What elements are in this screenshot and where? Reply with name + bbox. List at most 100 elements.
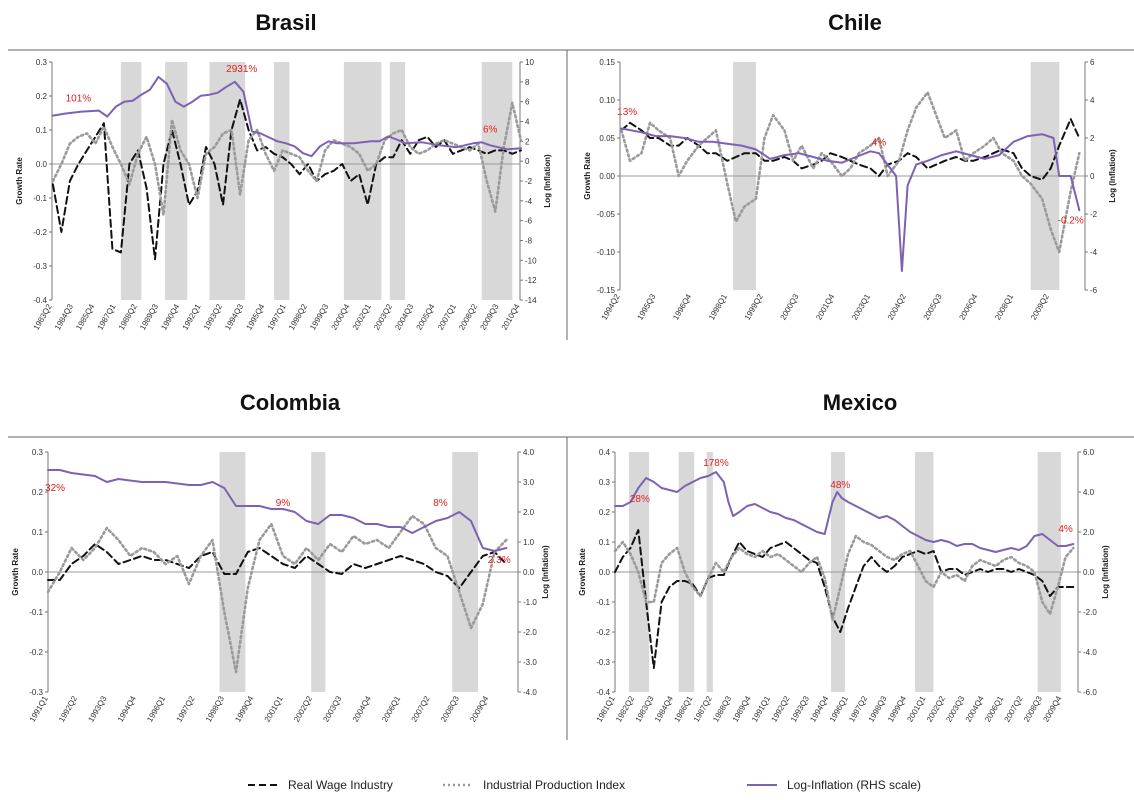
left-axis-tick-label: 0.0 [599,568,611,577]
right-axis-tick-label: 4 [1090,96,1095,105]
inflation-annotation: 101% [66,94,92,105]
right-axis-tick-label: 0.0 [1083,568,1095,577]
x-axis-tick-label: 1997Q2 [175,694,197,724]
right-axis-tick-label: -4.0 [523,688,537,697]
series-line-ipi [620,91,1081,254]
x-axis-tick-label: 1999Q2 [743,292,765,322]
x-axis-tick-label: 1992Q1 [181,302,203,332]
inflation-annotation: 4% [1058,524,1073,535]
left-axis-tick-label: -0.10 [597,248,616,257]
right-axis-tick-label: 4.0 [523,448,535,457]
inflation-annotation: -0.2% [1058,216,1084,227]
left-axis-tick-label: -0.4 [33,296,47,305]
x-axis-tick-label: 1994Q3 [223,302,245,332]
x-axis-tick-label: 1983Q2 [32,302,54,332]
x-axis-tick-label: 2003Q3 [321,694,343,724]
left-axis-tick-label: 0.4 [599,448,611,457]
left-axis-tick-label: 0.2 [36,92,48,101]
x-axis-tick-label: 1990Q4 [159,302,181,332]
right-axis-tick-label: 6 [525,98,530,107]
left-axis-tick-label: 0.3 [32,448,44,457]
inflation-annotation: 2.3% [488,555,511,566]
x-axis-tick-label: 1988Q2 [117,302,139,332]
right-axis-tick-label: 0 [1090,172,1095,181]
x-axis-tick-label: 1995Q4 [244,302,266,332]
recession-band [343,62,382,300]
x-axis-tick-label: 2005Q4 [415,302,437,332]
right-axis-tick-label: 8 [525,78,530,87]
x-axis-tick-label: 2009Q3 [478,302,500,332]
x-axis-tick-label: 1985Q4 [74,302,96,332]
left-axis-tick-label: -0.3 [29,688,43,697]
left-axis-tick-label: -0.1 [596,598,610,607]
x-axis-tick-label: 1998Q2 [287,302,309,332]
right-axis-tick-label: -2 [1090,210,1098,219]
x-axis-tick-label: 2008Q1 [993,292,1015,322]
recession-band [209,62,246,300]
x-axis-tick-label: 2010Q4 [500,302,522,332]
right-axis-tick-label: -6.0 [1083,688,1097,697]
x-axis-tick-label: 1996Q4 [671,292,693,322]
right-axis-tick-label: -6 [525,217,533,226]
right-axis-tick-label: -1.0 [523,598,537,607]
left-axis-tick-label: 0.15 [599,58,615,67]
left-axis-tick-label: 0.2 [599,508,611,517]
left-axis-title: Growth Rate [15,157,24,205]
x-axis-tick-label: 2004Q2 [886,292,908,322]
chart-title: Chile [828,10,882,35]
x-axis-tick-label: 2000Q4 [330,302,352,332]
x-axis-tick-label: 2003Q2 [372,302,394,332]
inflation-annotation: 32% [45,483,65,494]
series-line-infl [51,75,522,158]
chart-panel-brasil: Brasil -0.4 -0.3 -0.2 -0.1 0.0 0.1 0.2 0.3 -14 -12… [15,10,552,332]
inflation-annotation: 28% [630,494,650,505]
left-axis-tick-label: -0.3 [33,262,47,271]
x-axis-tick-label: 2008Q3 [439,694,461,724]
x-axis-tick-label: 1993Q3 [86,694,108,724]
x-axis-tick-label: 2007Q2 [410,694,432,724]
inflation-annotation: 2931% [226,64,257,75]
series-line-wage [614,529,1075,669]
right-axis-tick-label: 4 [525,118,530,127]
left-axis-tick-label: -0.1 [29,608,43,617]
chart-legend: Real Wage Industry Industrial Production … [248,778,921,792]
right-axis-tick-label: -4.0 [1083,648,1097,657]
recession-band [389,62,406,300]
right-axis-tick-label: 0.0 [523,568,535,577]
chart-panel-mexico: Mexico -0.4 -0.3 -0.2 -0.1 0.0 0.1 0.2 0.3 0.4 -6.… [578,390,1110,724]
left-axis-tick-label: 0.1 [32,528,44,537]
x-axis-tick-label: 1984Q3 [53,302,75,332]
chart-panel-chile: Chile -0.15 -0.10 -0.05 0.00 0.05 0.10 0.15 -6 -4… [583,10,1117,322]
left-axis-tick-label: 0.1 [36,126,48,135]
left-axis-title: Growth Rate [578,548,587,596]
left-axis-tick-label: 0.0 [36,160,48,169]
series-line-wage [47,543,508,589]
inflation-annotation: 9% [276,498,291,509]
right-axis-tick-label: 2 [525,137,530,146]
inflation-annotation: 4% [872,138,887,149]
right-axis-tick-label: 2 [1090,134,1095,143]
chart-title: Colombia [240,390,341,415]
right-axis-tick-label: 6 [1090,58,1095,67]
x-axis-tick-label: 1987Q1 [96,302,118,332]
x-axis-tick-label: 1993Q2 [202,302,224,332]
right-axis-tick-label: -8 [525,237,533,246]
chart-panel-colombia: Colombia -0.3 -0.2 -0.1 0.0 0.1 0.2 0.3 -4.0 -3.0… [11,390,550,724]
left-axis-tick-label: 0.05 [599,134,615,143]
x-axis-tick-label: 2006Q4 [957,292,979,322]
right-axis-tick-label: 4.0 [1083,488,1095,497]
x-axis-tick-label: 1997Q1 [266,302,288,332]
series-line-ipi [46,514,508,674]
right-axis-tick-label: -12 [525,276,537,285]
x-axis-tick-label: 1999Q4 [233,694,255,724]
right-axis-tick-label: 1.0 [523,538,535,547]
x-axis-tick-label: 1994Q2 [600,292,622,322]
right-axis-tick-label: 10 [525,58,534,67]
x-axis-tick-label: 2002Q1 [351,302,373,332]
right-axis-tick-label: -2.0 [1083,608,1097,617]
chart-title: Brasil [255,10,316,35]
right-axis-tick-label: -4 [1090,248,1098,257]
right-axis-tick-label: -6 [1090,286,1098,295]
left-axis-tick-label: 0.3 [599,478,611,487]
